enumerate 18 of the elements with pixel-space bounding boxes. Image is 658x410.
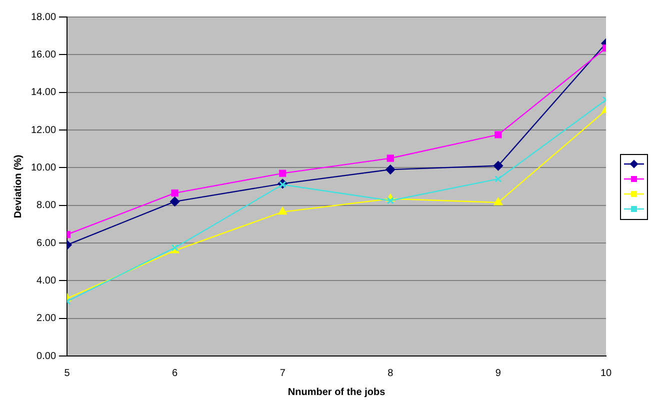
y-tick-label: 12.00: [30, 124, 56, 136]
x-tick-label: 7: [280, 368, 286, 379]
x-axis-title: Nnumber of the jobs: [288, 386, 386, 398]
x-tick-label: 10: [600, 368, 612, 379]
y-tick-label: 8.00: [36, 200, 56, 212]
y-tick-label: 0.00: [36, 350, 56, 362]
y-tick-label: 10.00: [30, 162, 56, 174]
x-tick-label: 8: [388, 368, 394, 379]
x-tick-label: 5: [64, 368, 70, 379]
y-tick-label: 16.00: [30, 49, 56, 60]
y-tick-label: 2.00: [36, 313, 56, 324]
y-tick-label: 6.00: [36, 238, 56, 249]
y-tick-label: 4.00: [36, 275, 56, 286]
x-tick-label: 6: [172, 368, 178, 379]
y-tick-label: 14.00: [30, 87, 56, 98]
y-tick-label: 18.00: [30, 12, 56, 23]
y-axis-title: Deviation (%): [12, 154, 24, 218]
x-tick-label: 9: [495, 368, 502, 379]
